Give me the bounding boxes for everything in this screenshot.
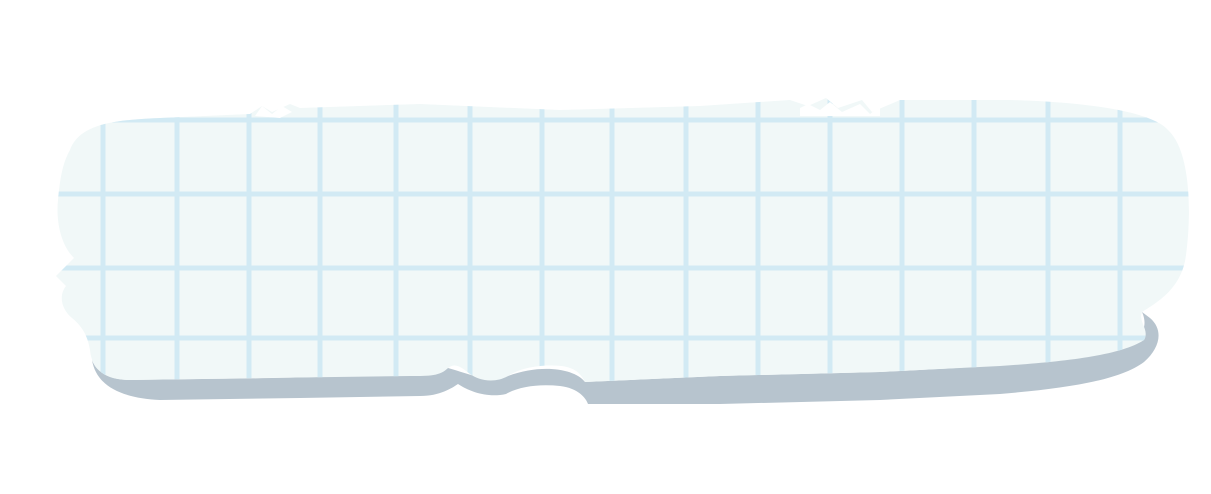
- torn-edge-top-right: [800, 102, 880, 116]
- grid-lines: [56, 98, 1189, 382]
- paper-shadow: [92, 312, 1159, 404]
- torn-edge-top: [255, 106, 300, 118]
- paper-body: [56, 98, 1189, 382]
